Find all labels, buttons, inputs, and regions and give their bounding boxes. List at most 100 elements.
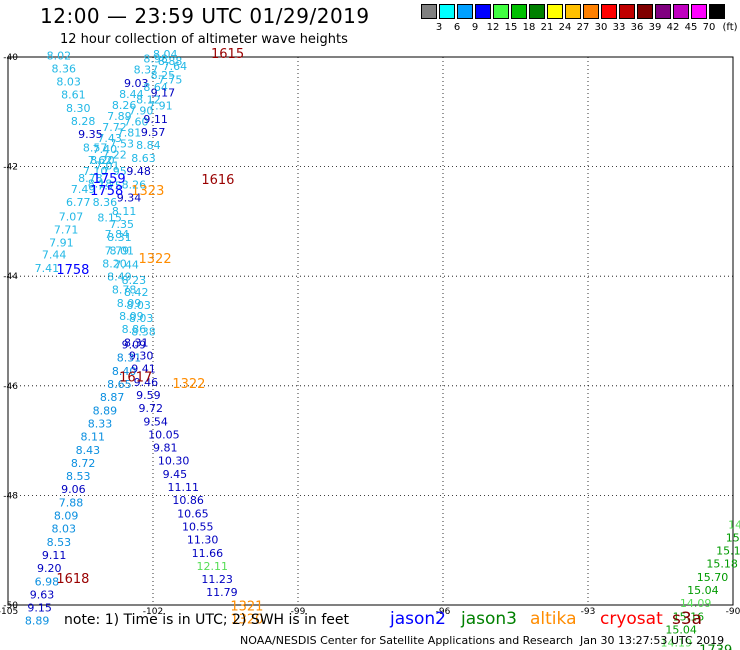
pass-time-label: 1615 (211, 47, 244, 62)
swh-value: 15.04 (665, 623, 697, 636)
pass-time-label: 1322 (139, 252, 172, 267)
legend-swatch (637, 4, 653, 19)
swh-value: 8.28 (71, 115, 96, 128)
swh-value: 7.40 (93, 143, 118, 156)
swh-value: 10.65 (177, 507, 209, 520)
swh-value: 8.31 (117, 352, 142, 365)
swh-value: 8.25 (151, 69, 176, 82)
swh-value: 10.05 (148, 428, 180, 441)
swh-value: 8.26 (122, 179, 147, 192)
swh-value: 8.36 (52, 62, 77, 75)
swh-value: 8.84 (136, 139, 161, 152)
swh-value: 7.35 (110, 218, 135, 231)
swh-value: 8.20 (102, 257, 127, 270)
x-tick-label: -102 (143, 607, 163, 617)
legend-bin-label: 6 (453, 22, 461, 33)
swh-value: 7.89 (107, 110, 132, 123)
x-tick-label: -96 (436, 607, 451, 617)
legend-swatch (655, 4, 671, 19)
swh-value: 7.91 (148, 100, 173, 113)
swh-value: 15.18 (706, 558, 738, 571)
swh-value: 7.53 (110, 137, 135, 150)
legend-bin-label: 27 (576, 22, 590, 33)
swh-value: 7.75 (97, 180, 122, 193)
pass-time-label: 1616 (201, 173, 234, 188)
y-tick-label: -50 (3, 601, 18, 611)
swh-value: 8.78 (112, 284, 136, 297)
plot-frame (7, 56, 734, 606)
satellite-label: jason2 (390, 609, 446, 629)
pass-time-label: 1322 (172, 377, 205, 392)
legend-swatch (439, 4, 455, 19)
pass-time-label: 1739 (699, 643, 732, 650)
legend-bin-label: 36 (630, 22, 644, 33)
swh-value: 8.78 (78, 172, 103, 185)
swh-value: 6.98 (35, 575, 60, 588)
swh-value: 7.22 (102, 148, 127, 161)
swh-value: 11.66 (192, 547, 224, 560)
swh-value: 8.31 (107, 231, 132, 244)
legend-bin-label: 39 (648, 22, 662, 33)
satellite-label: jason3 (461, 609, 517, 629)
swh-value: 8.03 (129, 312, 154, 325)
swh-value: 7.60 (124, 116, 149, 129)
pass-time-label: 1320 (230, 613, 263, 628)
pass-time-label: 1758 (56, 263, 89, 278)
swh-value: 8.89 (25, 615, 49, 628)
legend-bin-label: 12 (486, 22, 500, 33)
swh-value: 8.88 (158, 55, 183, 68)
swh-value: 11.79 (206, 586, 238, 599)
legend-bin-label: 45 (684, 22, 698, 33)
swh-value: 8.03 (126, 299, 150, 312)
legend-bin-label: 70 (702, 22, 716, 33)
swh-value: 8.37 (134, 63, 159, 76)
swh-value: 8.09 (119, 310, 143, 323)
swh-value: 8.42 (124, 286, 149, 299)
swh-value: 9.81 (153, 442, 178, 455)
swh-value: 8.11 (81, 431, 106, 444)
legend-swatch (691, 4, 707, 19)
swh-value: 7.71 (54, 223, 79, 236)
swh-value: 8.87 (100, 391, 125, 404)
swh-value: 7.10 (83, 165, 108, 178)
legend-swatch (493, 4, 509, 19)
swh-value: 7.72 (102, 121, 127, 134)
swh-value: 8.03 (56, 75, 80, 88)
swh-value: 8.40 (112, 365, 136, 378)
swh-value: 15.13 (716, 545, 740, 558)
swh-value: 14 (728, 518, 740, 531)
swh-value: 8.30 (66, 102, 91, 115)
satellite-label: altika (530, 609, 577, 629)
pass-time-label: 1323 (131, 184, 164, 199)
swh-value: 8.89 (93, 404, 118, 417)
legend-unit-label: (ft) (722, 22, 738, 33)
pass-time-label: 1617 (119, 370, 152, 385)
x-tick-label: -99 (291, 607, 306, 617)
swh-value: 9.30 (129, 349, 154, 362)
swh-value: 9.54 (143, 415, 168, 428)
legend-swatch (529, 4, 545, 19)
y-tick-label: -40 (3, 53, 18, 63)
legend-bin-label: 15 (504, 22, 518, 33)
swh-value: 7.95 (102, 165, 127, 178)
swh-value: 8.26 (112, 99, 136, 112)
legend-swatch (547, 4, 563, 19)
swh-value: 9.59 (136, 389, 161, 402)
legend-bin-label: 21 (540, 22, 554, 33)
swh-value: 8.36 (93, 196, 118, 209)
swh-value: 10.55 (182, 520, 214, 533)
swh-value: 7.44 (114, 259, 139, 272)
y-tick-label: -46 (3, 382, 18, 392)
swh-value: 7.43 (97, 132, 122, 145)
swh-value: 8.57 (83, 141, 108, 154)
swh-value: 9.35 (78, 128, 103, 141)
swh-value: 9.48 (126, 165, 150, 178)
swh-value: 8.49 (107, 271, 132, 284)
generation-timestamp: Jan 30 13:27:53 UTC 2019 (580, 634, 725, 647)
swh-value: 15.4 (726, 531, 740, 544)
swh-value: 8.04 (153, 48, 178, 61)
swh-value: 9.46 (134, 376, 159, 389)
swh-value: 6.77 (66, 196, 91, 209)
legend-swatch (601, 4, 617, 19)
legend-bin-label: 42 (666, 22, 680, 33)
